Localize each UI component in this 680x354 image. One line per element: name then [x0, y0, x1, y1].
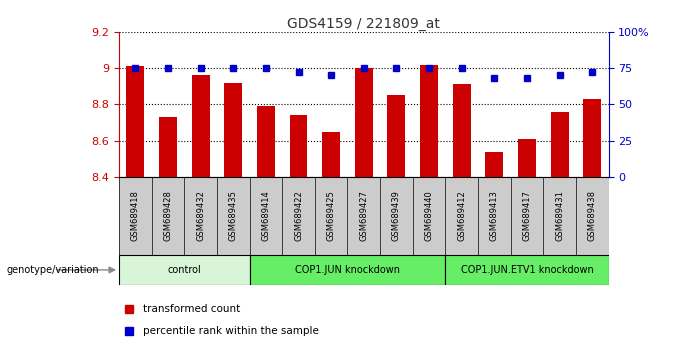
Text: percentile rank within the sample: percentile rank within the sample: [143, 326, 320, 336]
Text: genotype/variation: genotype/variation: [7, 265, 99, 275]
Text: COP1.JUN.ETV1 knockdown: COP1.JUN.ETV1 knockdown: [460, 265, 594, 275]
Bar: [388, 95, 405, 177]
Bar: [583, 99, 601, 177]
Text: GSM689428: GSM689428: [163, 190, 173, 241]
Bar: [126, 66, 144, 177]
Text: GSM689435: GSM689435: [228, 190, 238, 241]
Text: GSM689425: GSM689425: [326, 190, 336, 241]
Bar: [192, 75, 209, 177]
Text: GSM689412: GSM689412: [457, 190, 466, 241]
Bar: [159, 117, 177, 177]
Text: GSM689417: GSM689417: [522, 190, 532, 241]
Bar: [250, 255, 445, 285]
Bar: [355, 68, 373, 177]
Text: GSM689413: GSM689413: [490, 190, 499, 241]
Text: control: control: [167, 265, 201, 275]
Bar: [453, 85, 471, 177]
Text: GSM689422: GSM689422: [294, 190, 303, 241]
Bar: [420, 64, 438, 177]
Bar: [322, 132, 340, 177]
Bar: [257, 106, 275, 177]
Text: GSM689438: GSM689438: [588, 190, 597, 241]
Bar: [486, 152, 503, 177]
Text: GSM689431: GSM689431: [555, 190, 564, 241]
Text: GSM689427: GSM689427: [359, 190, 369, 241]
Title: GDS4159 / 221809_at: GDS4159 / 221809_at: [288, 17, 440, 31]
Text: transformed count: transformed count: [143, 304, 241, 314]
Bar: [445, 255, 609, 285]
Text: GSM689440: GSM689440: [424, 190, 434, 241]
Bar: [119, 255, 250, 285]
Text: GSM689414: GSM689414: [261, 190, 271, 241]
Text: GSM689439: GSM689439: [392, 190, 401, 241]
Text: COP1.JUN knockdown: COP1.JUN knockdown: [295, 265, 400, 275]
Text: GSM689432: GSM689432: [196, 190, 205, 241]
Bar: [290, 115, 307, 177]
Text: GSM689418: GSM689418: [131, 190, 140, 241]
Bar: [551, 112, 568, 177]
Bar: [518, 139, 536, 177]
Bar: [224, 82, 242, 177]
